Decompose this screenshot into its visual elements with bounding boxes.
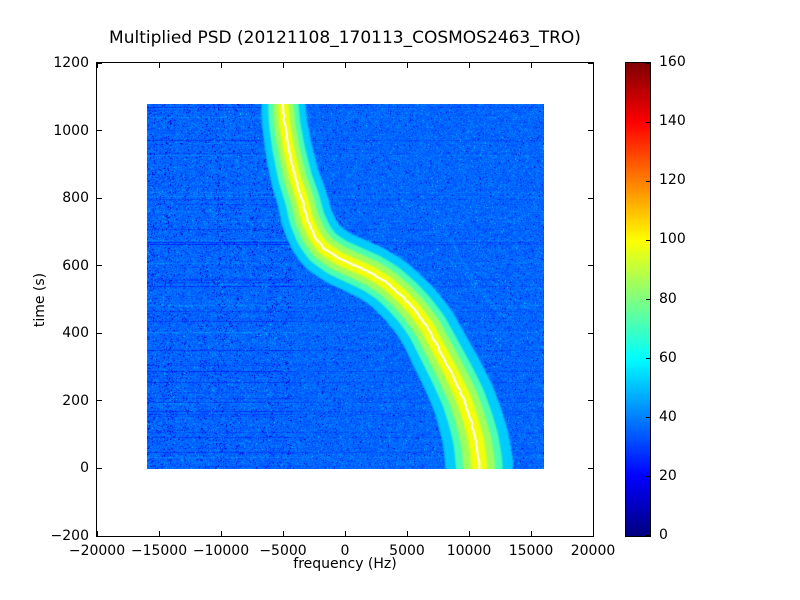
colorbar-tick-label: 80 (659, 290, 677, 307)
y-tick-mark (588, 535, 593, 537)
colorbar-tick-label: 140 (659, 113, 686, 130)
x-tick-mark (344, 63, 346, 68)
x-tick-mark (220, 531, 222, 536)
x-tick-mark (468, 531, 470, 536)
x-tick-mark (96, 531, 98, 536)
y-tick-mark (588, 265, 593, 267)
y-axis-label: time (s) (32, 272, 48, 328)
colorbar (625, 62, 651, 537)
x-tick-mark (530, 531, 532, 536)
y-tick-mark (588, 400, 593, 402)
x-tick-mark (406, 63, 408, 68)
y-tick-label: 1000 (53, 122, 89, 139)
y-tick-mark (97, 400, 102, 402)
colorbar-tick-label: 60 (659, 349, 677, 366)
x-tick-mark (282, 63, 284, 68)
y-tick-label: 600 (62, 257, 89, 274)
colorbar-tick-label: 160 (659, 54, 686, 70)
x-tick-mark (96, 63, 98, 68)
x-tick-mark (158, 63, 160, 68)
y-tick-mark (588, 62, 593, 64)
x-tick-mark (282, 531, 284, 536)
y-tick-label: 400 (62, 325, 89, 342)
colorbar-tick-label: 100 (659, 231, 686, 248)
y-tick-mark (97, 467, 102, 469)
colorbar-tick-label: 120 (659, 172, 686, 189)
psd-heatmap-canvas (147, 104, 544, 469)
x-tick-mark (406, 531, 408, 536)
x-tick-mark (530, 63, 532, 68)
y-tick-label: 0 (80, 460, 89, 477)
y-tick-mark (97, 130, 102, 132)
y-tick-mark (97, 62, 102, 64)
y-tick-mark (97, 332, 102, 334)
y-tick-mark (588, 467, 593, 469)
colorbar-gradient-canvas (626, 63, 650, 536)
x-tick-mark (158, 531, 160, 536)
y-tick-label: 800 (62, 190, 89, 207)
y-tick-label: −200 (50, 528, 89, 544)
colorbar-tick-label: 20 (659, 467, 677, 484)
x-tick-mark (592, 531, 594, 536)
y-tick-mark (588, 332, 593, 334)
x-tick-mark (592, 63, 594, 68)
y-tick-label: 200 (62, 392, 89, 409)
y-tick-mark (588, 197, 593, 199)
colorbar-tick-label: 40 (659, 408, 677, 425)
x-tick-mark (344, 531, 346, 536)
y-tick-mark (97, 535, 102, 537)
y-tick-mark (97, 265, 102, 267)
y-tick-label: 1200 (53, 55, 89, 71)
colorbar-tick-label: 0 (659, 527, 668, 543)
plot-area: −20000 −15000 −10000 −5000 0 5000 10000 15000 20… (51, 55, 616, 559)
chart-title: Multiplied PSD (20121108_170113_COSMOS24… (109, 28, 581, 48)
y-tick-mark (588, 130, 593, 132)
x-axis-label: frequency (Hz) (293, 556, 397, 572)
x-tick-mark (468, 63, 470, 68)
y-tick-mark (97, 197, 102, 199)
x-tick-mark (220, 63, 222, 68)
